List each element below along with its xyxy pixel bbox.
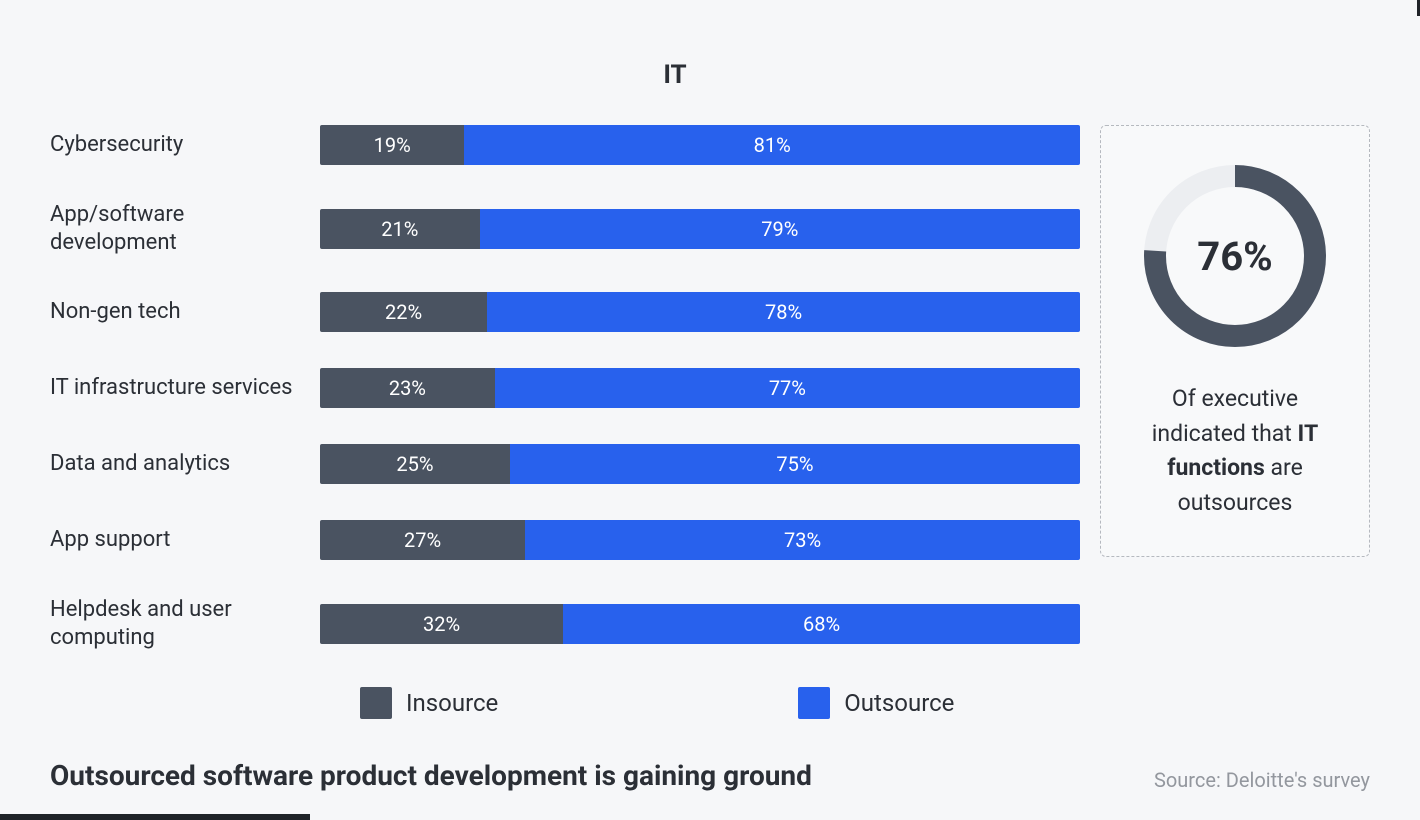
chart-container: IT Cybersecurity19%81%App/software devel… bbox=[0, 0, 1420, 749]
footer-headline: Outsourced software product development … bbox=[50, 759, 812, 792]
legend: Insource Outsource bbox=[360, 687, 1080, 719]
footer-source: Source: Deloitte's survey bbox=[1154, 768, 1370, 792]
bar-segment-outsource: 68% bbox=[563, 604, 1080, 644]
bar-segment-insource: 23% bbox=[320, 368, 495, 408]
bar-track: 32%68% bbox=[320, 604, 1080, 644]
bar-row-label: Non-gen tech bbox=[50, 298, 320, 326]
bar-row: Helpdesk and user computing32%68% bbox=[50, 596, 1080, 651]
bar-row-label: App support bbox=[50, 526, 320, 554]
highlight-panel: 76% Of executive indicated that IT funct… bbox=[1100, 125, 1370, 557]
bar-track: 23%77% bbox=[320, 368, 1080, 408]
bar-segment-insource: 25% bbox=[320, 444, 510, 484]
chart-title: IT bbox=[320, 60, 1030, 90]
bar-track: 27%73% bbox=[320, 520, 1080, 560]
legend-item-outsource: Outsource bbox=[798, 687, 954, 719]
legend-label-insource: Insource bbox=[406, 689, 498, 717]
bar-rows: Cybersecurity19%81%App/software developm… bbox=[50, 125, 1080, 651]
main-area: Cybersecurity19%81%App/software developm… bbox=[50, 125, 1370, 719]
bar-row: Cybersecurity19%81% bbox=[50, 125, 1080, 165]
bar-row-label: Helpdesk and user computing bbox=[50, 596, 320, 651]
bar-segment-outsource: 78% bbox=[487, 292, 1080, 332]
highlight-text-pre: Of executive indicated that bbox=[1152, 385, 1298, 447]
bar-row: App support27%73% bbox=[50, 520, 1080, 560]
footer: Outsourced software product development … bbox=[50, 759, 1370, 792]
bar-chart: Cybersecurity19%81%App/software developm… bbox=[50, 125, 1080, 719]
bar-track: 19%81% bbox=[320, 125, 1080, 165]
bar-segment-insource: 27% bbox=[320, 520, 525, 560]
legend-swatch-outsource bbox=[798, 687, 830, 719]
bar-track: 21%79% bbox=[320, 209, 1080, 249]
bar-track: 25%75% bbox=[320, 444, 1080, 484]
legend-label-outsource: Outsource bbox=[844, 689, 954, 717]
donut-chart: 76% bbox=[1135, 156, 1335, 356]
decorative-bottom-bar bbox=[0, 814, 310, 820]
bar-segment-outsource: 81% bbox=[464, 125, 1080, 165]
bar-row: IT infrastructure services23%77% bbox=[50, 368, 1080, 408]
legend-item-insource: Insource bbox=[360, 687, 498, 719]
bar-segment-insource: 21% bbox=[320, 209, 480, 249]
highlight-text: Of executive indicated that IT functions… bbox=[1125, 382, 1345, 520]
bar-segment-insource: 19% bbox=[320, 125, 464, 165]
bar-segment-outsource: 79% bbox=[480, 209, 1080, 249]
bar-row-label: Data and analytics bbox=[50, 450, 320, 478]
bar-row-label: IT infrastructure services bbox=[50, 374, 320, 402]
bar-segment-outsource: 75% bbox=[510, 444, 1080, 484]
bar-segment-outsource: 77% bbox=[495, 368, 1080, 408]
bar-segment-insource: 22% bbox=[320, 292, 487, 332]
bar-row: App/software development21%79% bbox=[50, 201, 1080, 256]
donut-value: 76% bbox=[1135, 156, 1335, 356]
bar-track: 22%78% bbox=[320, 292, 1080, 332]
bar-row-label: Cybersecurity bbox=[50, 131, 320, 159]
legend-swatch-insource bbox=[360, 687, 392, 719]
bar-row: Non-gen tech22%78% bbox=[50, 292, 1080, 332]
bar-segment-insource: 32% bbox=[320, 604, 563, 644]
bar-row: Data and analytics25%75% bbox=[50, 444, 1080, 484]
bar-row-label: App/software development bbox=[50, 201, 320, 256]
bar-segment-outsource: 73% bbox=[525, 520, 1080, 560]
